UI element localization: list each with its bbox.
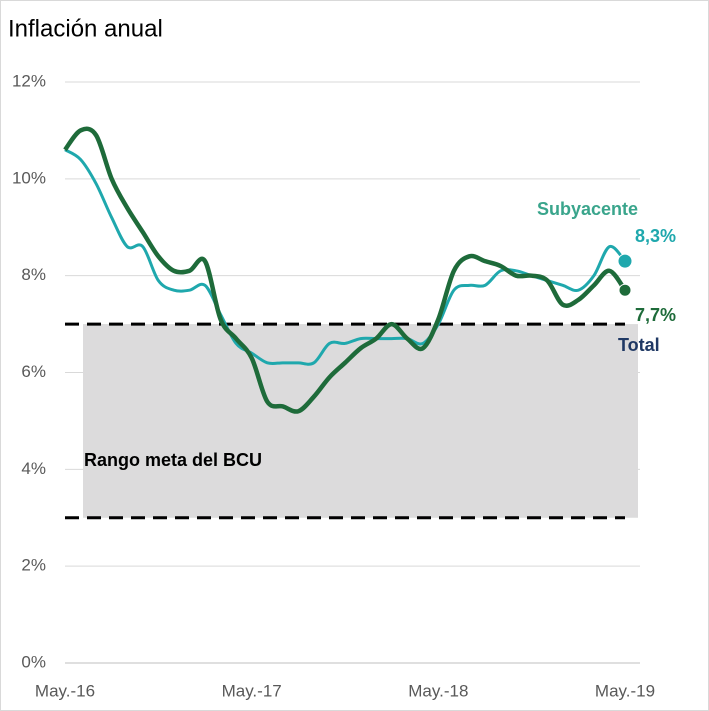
y-tick-label: 6% <box>21 362 46 381</box>
value-label: 8,3% <box>635 226 676 246</box>
target-band <box>83 324 638 518</box>
series-label: Subyacente <box>537 199 638 219</box>
y-tick-label: 0% <box>21 652 46 671</box>
x-tick-label: May.-18 <box>408 681 468 700</box>
x-tick-label: May.-17 <box>222 681 282 700</box>
y-tick-label: 4% <box>21 459 46 478</box>
value-label: 7,7% <box>635 305 676 325</box>
y-tick-label: 12% <box>12 71 46 90</box>
target-label: Rango meta del BCU <box>84 450 262 470</box>
y-tick-label: 2% <box>21 556 46 575</box>
y-tick-label: 8% <box>21 265 46 284</box>
y-tick-label: 10% <box>12 168 46 187</box>
chart-title: Inflación anual <box>8 15 163 42</box>
x-tick-label: May.-16 <box>35 681 95 700</box>
end-marker <box>617 253 633 269</box>
x-tick-label: May.-19 <box>595 681 655 700</box>
end-marker <box>618 283 632 297</box>
series-label: Total <box>618 335 660 355</box>
series-line <box>63 126 627 414</box>
